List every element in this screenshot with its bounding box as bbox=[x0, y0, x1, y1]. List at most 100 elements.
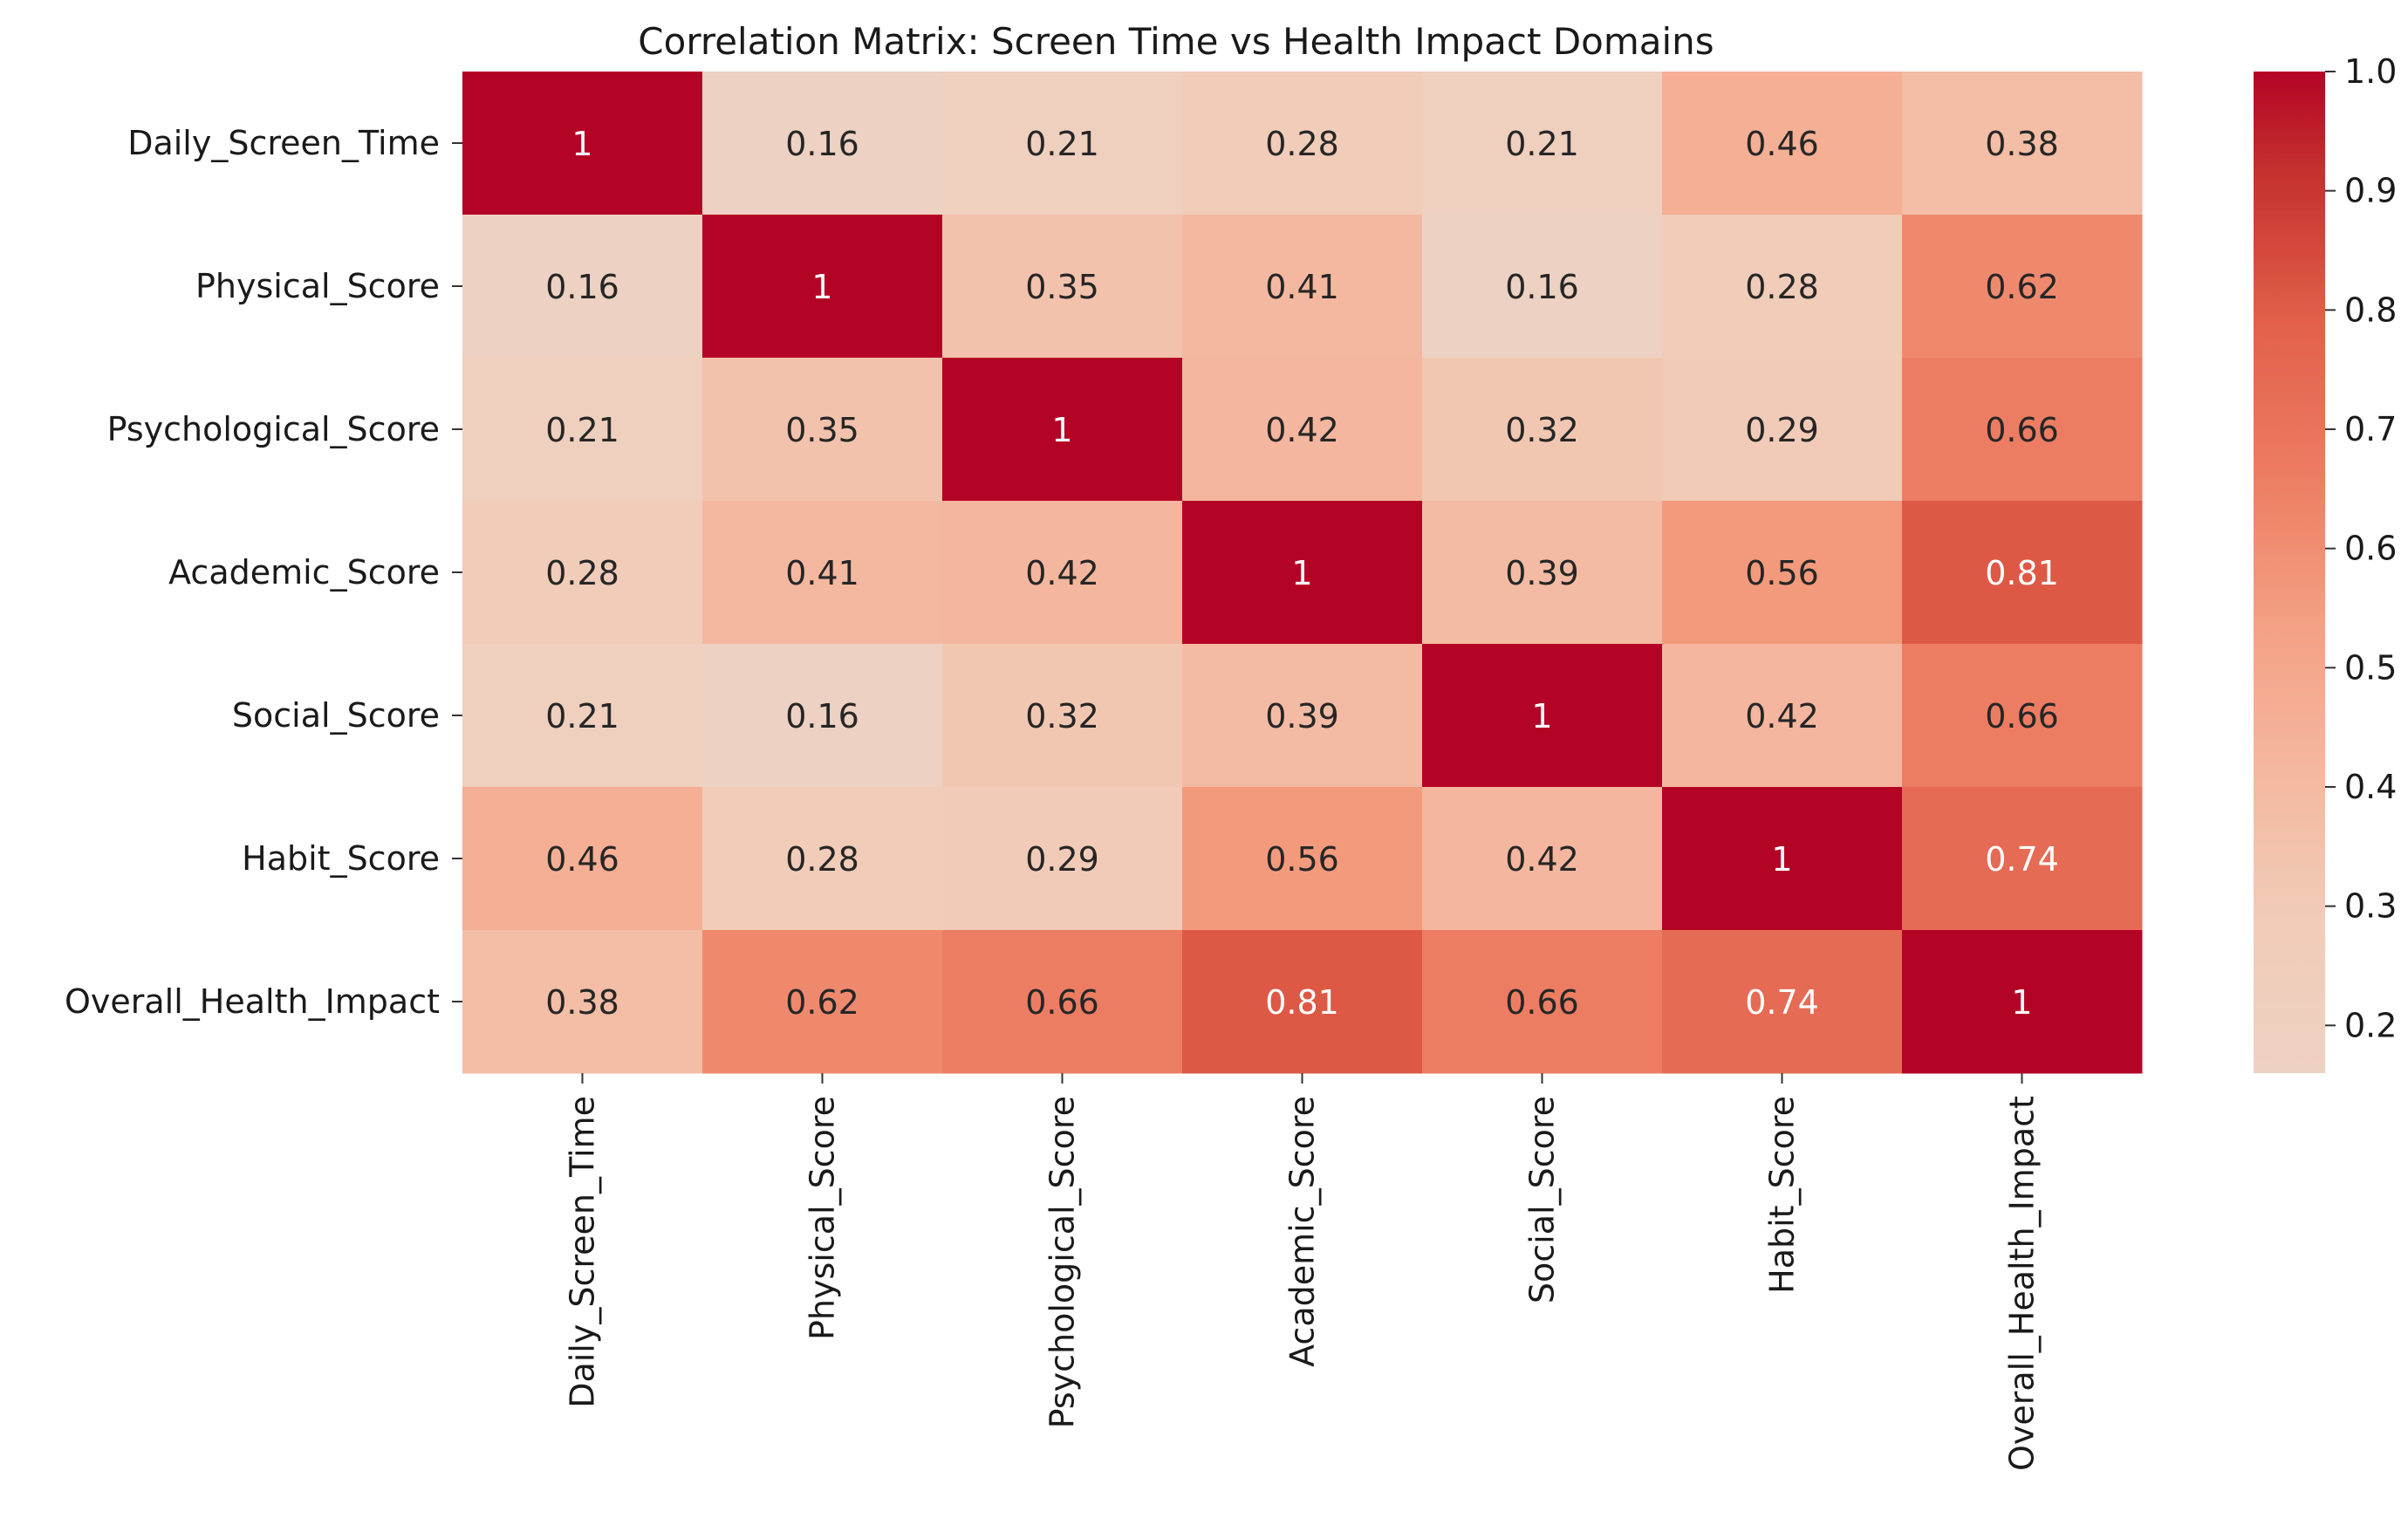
cell-value-label: 0.39 bbox=[1265, 697, 1339, 735]
cell-value-label: 0.28 bbox=[1265, 125, 1339, 163]
heatmap-cell bbox=[462, 358, 703, 502]
heatmap-cell bbox=[1662, 358, 1903, 502]
colorbar-tick-label: 0.7 bbox=[2344, 410, 2397, 448]
cell-value-label: 0.28 bbox=[1745, 268, 1819, 306]
heatmap-cell bbox=[1422, 787, 1663, 931]
heatmap-cell bbox=[702, 930, 943, 1074]
heatmap-cells: 1 0.16 0.21 0.28 0.21 0.46 0.38 0.16 1 0.35 0.41 0.… bbox=[462, 72, 2143, 1074]
colorbar-tick-label: 0.4 bbox=[2344, 768, 2397, 806]
cell-value-label: 0.38 bbox=[1985, 125, 2059, 163]
column-tick-label: Academic_Score bbox=[1283, 1096, 1322, 1367]
cell-value-label: 0.28 bbox=[545, 554, 619, 592]
heatmap-cell bbox=[702, 501, 943, 645]
cell-value-label: 0.66 bbox=[1985, 411, 2059, 449]
cell-value-label: 0.74 bbox=[1985, 840, 2059, 879]
cell-value-label: 0.39 bbox=[1505, 554, 1579, 592]
row-tick-label: Psychological_Score bbox=[107, 410, 440, 448]
cell-value-label: 0.42 bbox=[1505, 840, 1579, 879]
heatmap-cell bbox=[1182, 644, 1423, 788]
cell-value-label: 0.32 bbox=[1505, 411, 1579, 449]
cell-value-label: 0.35 bbox=[785, 411, 859, 449]
cell-value-label: 0.29 bbox=[1025, 840, 1099, 879]
heatmap-cell bbox=[1902, 358, 2143, 502]
cell-value-label: 0.28 bbox=[785, 840, 859, 879]
cell-value-label: 1 bbox=[1291, 554, 1312, 592]
heatmap-cell bbox=[1902, 930, 2143, 1074]
cell-value-label: 1 bbox=[1051, 411, 1072, 449]
colorbar-tick-label: 0.9 bbox=[2344, 172, 2397, 210]
heatmap-cell bbox=[1902, 787, 2143, 931]
row-tick-label: Physical_Score bbox=[195, 267, 440, 305]
heatmap-cell bbox=[702, 644, 943, 788]
cell-value-label: 0.56 bbox=[1745, 554, 1819, 592]
cell-value-label: 0.46 bbox=[545, 840, 619, 879]
cell-value-label: 1 bbox=[811, 268, 832, 306]
row-tick-label: Social_Score bbox=[232, 696, 440, 735]
colorbar-tick-label: 0.3 bbox=[2344, 887, 2397, 926]
row-tick-label: Habit_Score bbox=[242, 839, 440, 878]
row-tick-label: Overall_Health_Impact bbox=[65, 982, 440, 1021]
cell-value-label: 1 bbox=[1531, 697, 1552, 735]
cell-value-label: 1 bbox=[571, 125, 592, 163]
row-tick-label: Daily_Screen_Time bbox=[127, 124, 440, 162]
heatmap-cell bbox=[942, 787, 1183, 931]
cell-value-label: 0.81 bbox=[1265, 983, 1339, 1022]
heatmap-cell bbox=[1662, 501, 1903, 645]
heatmap-cell bbox=[942, 358, 1183, 502]
heatmap-cell bbox=[1662, 72, 1903, 215]
cell-value-label: 0.42 bbox=[1745, 697, 1819, 735]
heatmap-cell bbox=[1182, 72, 1423, 215]
cell-value-label: 0.41 bbox=[1265, 268, 1339, 306]
column-tick-label: Social_Score bbox=[1523, 1096, 1562, 1303]
cell-value-label: 0.29 bbox=[1745, 411, 1819, 449]
row-tick-label: Academic_Score bbox=[168, 553, 440, 592]
cell-value-label: 0.66 bbox=[1505, 983, 1579, 1022]
column-tick-label: Physical_Score bbox=[804, 1096, 842, 1340]
cell-value-label: 0.46 bbox=[1745, 125, 1819, 163]
heatmap-cell bbox=[1422, 501, 1663, 645]
cell-value-label: 0.42 bbox=[1025, 554, 1099, 592]
colorbar-tick-label: 0.8 bbox=[2344, 291, 2397, 329]
heatmap-cell bbox=[1422, 215, 1663, 359]
heatmap-cell bbox=[1662, 787, 1903, 931]
column-labels: Daily_Screen_Time Physical_Score Psycholog… bbox=[564, 1073, 2042, 1471]
colorbar-tick-label: 0.6 bbox=[2344, 530, 2397, 568]
heatmap-cell bbox=[942, 644, 1183, 788]
heatmap-cell bbox=[1422, 72, 1663, 215]
heatmap-cell bbox=[1422, 358, 1663, 502]
colorbar-gradient bbox=[2254, 72, 2325, 1073]
heatmap-cell bbox=[942, 930, 1183, 1074]
heatmap-cell bbox=[462, 930, 703, 1074]
heatmap-cell bbox=[1422, 930, 1663, 1074]
colorbar-tick-label: 1.0 bbox=[2344, 52, 2397, 91]
heatmap-cell bbox=[1182, 787, 1423, 931]
cell-value-label: 0.42 bbox=[1265, 411, 1339, 449]
heatmap-cell bbox=[702, 215, 943, 359]
cell-value-label: 0.21 bbox=[1505, 125, 1579, 163]
cell-value-label: 0.16 bbox=[785, 697, 859, 735]
heatmap-cell bbox=[1182, 501, 1423, 645]
heatmap-cell bbox=[942, 215, 1183, 359]
heatmap-cell bbox=[1902, 501, 2143, 645]
heatmap-cell bbox=[702, 787, 943, 931]
cell-value-label: 0.16 bbox=[545, 268, 619, 306]
cell-value-label: 0.38 bbox=[545, 983, 619, 1022]
cell-value-label: 0.41 bbox=[785, 554, 859, 592]
cell-value-label: 0.81 bbox=[1985, 554, 2059, 592]
column-tick-label: Daily_Screen_Time bbox=[564, 1096, 602, 1408]
column-tick-label: Habit_Score bbox=[1763, 1096, 1802, 1294]
chart-title: Correlation Matrix: Screen Time vs Healt… bbox=[638, 20, 1714, 63]
heatmap-cell bbox=[462, 501, 703, 645]
cell-value-label: 0.35 bbox=[1025, 268, 1099, 306]
colorbar-tick-label: 0.5 bbox=[2344, 648, 2397, 687]
heatmap-cell bbox=[1182, 930, 1423, 1074]
heatmap-cell bbox=[1902, 215, 2143, 359]
column-tick-label: Psychological_Score bbox=[1043, 1096, 1082, 1428]
colorbar: 0.2 0.3 0.4 0.5 0.6 0.7 0.8 0.9 1.0 bbox=[2254, 52, 2397, 1073]
cell-value-label: 0.16 bbox=[1505, 268, 1579, 306]
heatmap-cell bbox=[942, 72, 1183, 215]
heatmap-cell bbox=[1902, 644, 2143, 788]
heatmap-cell bbox=[1662, 644, 1903, 788]
heatmap-cell bbox=[462, 787, 703, 931]
heatmap-cell bbox=[462, 644, 703, 788]
